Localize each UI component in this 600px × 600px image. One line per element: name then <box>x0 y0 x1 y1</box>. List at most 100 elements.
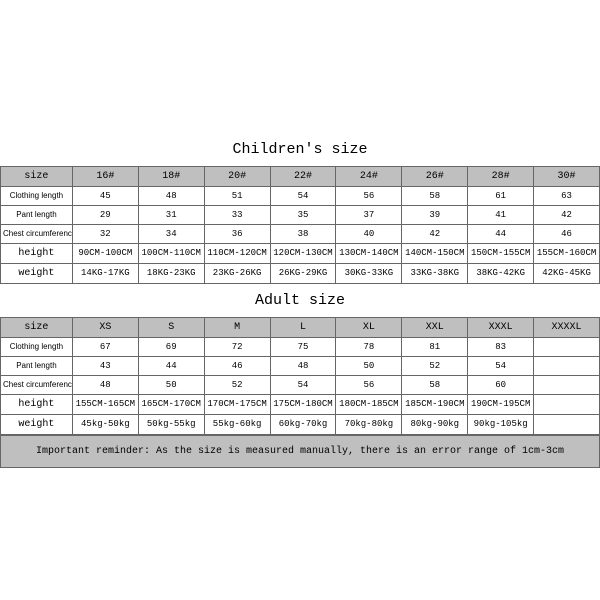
adult-weight-row: weight 45kg-50kg 50kg-55kg 55kg-60kg 60k… <box>1 414 600 434</box>
a-w-7 <box>534 414 600 434</box>
a-cl-1: 69 <box>138 337 204 356</box>
adult-label-height: height <box>1 394 73 414</box>
child-size-4: 24# <box>336 166 402 186</box>
c-pl-1: 31 <box>138 205 204 224</box>
c-w-1: 18KG-23KG <box>138 263 204 283</box>
a-ch-0: 48 <box>72 375 138 394</box>
c-h-4: 130CM-140CM <box>336 243 402 263</box>
c-ch-5: 42 <box>402 224 468 243</box>
adult-size-5: XXL <box>402 317 468 337</box>
a-ch-6: 60 <box>468 375 534 394</box>
c-pl-4: 37 <box>336 205 402 224</box>
a-ch-1: 50 <box>138 375 204 394</box>
c-w-5: 33KG-38KG <box>402 263 468 283</box>
c-h-5: 140CM-150CM <box>402 243 468 263</box>
c-pl-2: 33 <box>204 205 270 224</box>
label-height: height <box>1 243 73 263</box>
adult-clothing-row: Clothing length 67 69 72 75 78 81 83 <box>1 337 600 356</box>
c-ch-2: 36 <box>204 224 270 243</box>
c-w-6: 38KG-42KG <box>468 263 534 283</box>
a-pl-4: 50 <box>336 356 402 375</box>
adult-label-chest: Chest circumference 1/2 <box>1 375 73 394</box>
adult-chest-row: Chest circumference 1/2 48 50 52 54 56 5… <box>1 375 600 394</box>
a-pl-3: 48 <box>270 356 336 375</box>
a-w-0: 45kg-50kg <box>72 414 138 434</box>
adult-label-pant: Pant length <box>1 356 73 375</box>
c-ch-1: 34 <box>138 224 204 243</box>
a-h-3: 175CM-180CM <box>270 394 336 414</box>
c-w-3: 26KG-29KG <box>270 263 336 283</box>
a-w-1: 50kg-55kg <box>138 414 204 434</box>
c-cl-7: 63 <box>534 186 600 205</box>
adult-height-row: height 155CM-165CM 165CM-170CM 170CM-175… <box>1 394 600 414</box>
child-size-0: 16# <box>72 166 138 186</box>
c-h-2: 110CM-120CM <box>204 243 270 263</box>
children-header-row: size 16# 18# 20# 22# 24# 26# 28# 30# <box>1 166 600 186</box>
c-h-0: 90CM-100CM <box>72 243 138 263</box>
adult-size-3: L <box>270 317 336 337</box>
a-ch-5: 58 <box>402 375 468 394</box>
reminder-text: Important reminder: As the size is measu… <box>0 435 600 468</box>
a-h-2: 170CM-175CM <box>204 394 270 414</box>
c-ch-4: 40 <box>336 224 402 243</box>
children-size-table: size 16# 18# 20# 22# 24# 26# 28# 30# Clo… <box>0 166 600 284</box>
children-height-row: height 90CM-100CM 100CM-110CM 110CM-120C… <box>1 243 600 263</box>
a-ch-7 <box>534 375 600 394</box>
c-cl-0: 45 <box>72 186 138 205</box>
c-cl-3: 54 <box>270 186 336 205</box>
a-pl-1: 44 <box>138 356 204 375</box>
c-pl-3: 35 <box>270 205 336 224</box>
adult-size-6: XXXL <box>468 317 534 337</box>
c-ch-6: 44 <box>468 224 534 243</box>
a-ch-3: 54 <box>270 375 336 394</box>
a-ch-2: 52 <box>204 375 270 394</box>
a-ch-4: 56 <box>336 375 402 394</box>
c-ch-0: 32 <box>72 224 138 243</box>
c-cl-4: 56 <box>336 186 402 205</box>
adult-label-weight: weight <box>1 414 73 434</box>
a-pl-7 <box>534 356 600 375</box>
adult-label-size: size <box>1 317 73 337</box>
c-h-3: 120CM-130CM <box>270 243 336 263</box>
c-w-0: 14KG-17KG <box>72 263 138 283</box>
a-w-4: 70kg-80kg <box>336 414 402 434</box>
a-cl-2: 72 <box>204 337 270 356</box>
a-w-6: 90kg-105kg <box>468 414 534 434</box>
c-cl-2: 51 <box>204 186 270 205</box>
c-ch-3: 38 <box>270 224 336 243</box>
children-title: Children's size <box>0 133 600 166</box>
child-size-7: 30# <box>534 166 600 186</box>
c-cl-6: 61 <box>468 186 534 205</box>
child-size-6: 28# <box>468 166 534 186</box>
label-pant: Pant length <box>1 205 73 224</box>
c-cl-1: 48 <box>138 186 204 205</box>
a-pl-0: 43 <box>72 356 138 375</box>
a-h-1: 165CM-170CM <box>138 394 204 414</box>
label-size: size <box>1 166 73 186</box>
a-cl-7 <box>534 337 600 356</box>
adult-size-0: XS <box>72 317 138 337</box>
a-w-3: 60kg-70kg <box>270 414 336 434</box>
a-cl-6: 83 <box>468 337 534 356</box>
child-size-3: 22# <box>270 166 336 186</box>
a-h-5: 185CM-190CM <box>402 394 468 414</box>
c-w-7: 42KG-45KG <box>534 263 600 283</box>
children-clothing-row: Clothing length 45 48 51 54 56 58 61 63 <box>1 186 600 205</box>
size-chart-container: Children's size size 16# 18# 20# 22# 24#… <box>0 133 600 468</box>
adult-pant-row: Pant length 43 44 46 48 50 52 54 <box>1 356 600 375</box>
label-chest: Chest circumference 1/2 <box>1 224 73 243</box>
c-w-4: 30KG-33KG <box>336 263 402 283</box>
label-clothing: Clothing length <box>1 186 73 205</box>
a-cl-4: 78 <box>336 337 402 356</box>
a-h-7 <box>534 394 600 414</box>
a-pl-6: 54 <box>468 356 534 375</box>
child-size-2: 20# <box>204 166 270 186</box>
a-w-5: 80kg-90kg <box>402 414 468 434</box>
a-cl-5: 81 <box>402 337 468 356</box>
child-size-5: 26# <box>402 166 468 186</box>
c-w-2: 23KG-26KG <box>204 263 270 283</box>
c-pl-0: 29 <box>72 205 138 224</box>
a-cl-0: 67 <box>72 337 138 356</box>
adult-size-table: size XS S M L XL XXL XXXL XXXXL Clothing… <box>0 317 600 435</box>
adult-size-7: XXXXL <box>534 317 600 337</box>
